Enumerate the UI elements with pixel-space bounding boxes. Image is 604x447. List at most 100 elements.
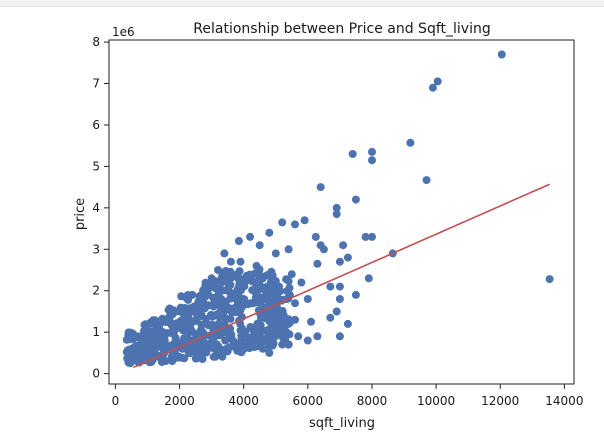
cluster-point (220, 313, 229, 322)
y-offset-text: 1e6 (112, 25, 135, 39)
cluster-point (167, 319, 176, 328)
cluster-point (201, 304, 209, 313)
data-point (291, 220, 299, 229)
cluster-point (256, 334, 265, 343)
cluster-point (238, 301, 247, 310)
data-point (339, 241, 348, 250)
data-point (326, 282, 335, 291)
cluster-point (271, 306, 280, 314)
data-point (351, 290, 360, 299)
x-tick-label: 8000 (357, 394, 388, 408)
x-axis-label: sqft_living (309, 416, 375, 431)
data-point (335, 257, 344, 266)
cluster-point (141, 328, 150, 337)
cluster-point (198, 355, 207, 363)
data-point (316, 183, 325, 192)
data-point (368, 156, 376, 165)
data-point (262, 295, 271, 303)
data-point (278, 307, 287, 316)
y-tick-label: 1 (92, 325, 100, 339)
cluster-point (133, 346, 142, 355)
data-point (300, 216, 309, 225)
cluster-point (215, 301, 224, 309)
data-point (214, 266, 222, 274)
data-point (368, 147, 376, 156)
data-point (364, 274, 373, 283)
data-point (258, 344, 267, 353)
cluster-point (267, 267, 276, 276)
cluster-point (277, 324, 286, 333)
cluster-point (167, 327, 176, 336)
data-point (545, 275, 554, 284)
data-point (278, 218, 287, 227)
y-tick-label: 8 (92, 35, 100, 49)
data-point (265, 348, 274, 357)
data-point (335, 295, 344, 303)
cluster-point (184, 309, 193, 318)
cluster-point (131, 355, 140, 364)
data-point (291, 315, 299, 324)
data-point (287, 270, 296, 279)
cluster-point (158, 314, 167, 323)
cluster-point (230, 342, 239, 351)
data-point (278, 340, 287, 349)
cluster-point (251, 340, 260, 348)
data-point (217, 295, 226, 303)
data-point (335, 332, 344, 341)
cluster-point (145, 352, 154, 361)
cluster-point (225, 329, 234, 338)
data-point (236, 257, 245, 266)
cluster-point (166, 341, 175, 350)
y-tick-label: 5 (92, 159, 100, 173)
data-point (275, 282, 283, 291)
cluster-point (184, 348, 193, 357)
data-point (326, 313, 335, 322)
cluster-point (158, 330, 167, 339)
cluster-point (209, 352, 218, 361)
cluster-point (186, 322, 195, 331)
data-point (368, 232, 376, 241)
data-point (332, 210, 341, 219)
data-point (297, 278, 306, 287)
data-point (249, 299, 258, 308)
cluster-point (171, 334, 180, 342)
data-point (233, 270, 242, 279)
cluster-point (146, 344, 155, 353)
data-point (497, 50, 506, 59)
data-point (313, 332, 322, 341)
data-point (313, 259, 322, 268)
data-point (343, 253, 352, 262)
x-tick-label: 14000 (545, 394, 583, 408)
x-tick-label: 6000 (293, 394, 324, 408)
x-tick-label: 12000 (481, 394, 519, 408)
x-tick-label: 4000 (228, 394, 259, 408)
cluster-point (212, 310, 221, 319)
cluster-point (178, 316, 187, 325)
cluster-point (263, 285, 272, 294)
data-point (433, 77, 442, 86)
data-point (303, 295, 312, 303)
data-point (239, 344, 248, 353)
cluster-point (122, 335, 131, 344)
data-point (226, 257, 235, 266)
data-point (343, 319, 352, 328)
cluster-point (237, 331, 246, 340)
data-point (268, 315, 277, 324)
data-point (271, 249, 280, 258)
cluster-point (274, 314, 283, 323)
notebook-output-divider (0, 0, 604, 7)
data-point (332, 203, 341, 212)
data-point (239, 295, 248, 303)
cluster-point (235, 288, 243, 297)
data-point (335, 282, 344, 291)
data-point (311, 232, 320, 241)
cluster-point (220, 273, 229, 282)
data-point (255, 241, 264, 250)
data-point (204, 290, 213, 299)
y-tick-label: 4 (92, 201, 100, 215)
axes-layer: 0 2000 4000 6000 8000 10000 12000 14000 0 1 2 3 4 5 6 7… (92, 35, 583, 408)
data-point (348, 150, 357, 158)
data-point (284, 245, 293, 254)
data-point (291, 299, 299, 308)
